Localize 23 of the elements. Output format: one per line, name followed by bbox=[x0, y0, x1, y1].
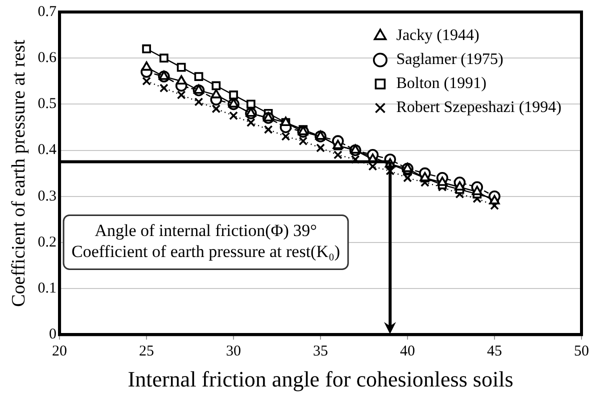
legend-label: Jacky (1944) bbox=[396, 27, 480, 44]
annotation: Coefficient of earth pressure at rest(K₀) bbox=[72, 242, 340, 262]
y-tick-label: 0.4 bbox=[38, 142, 58, 158]
y-tick-label: 0.7 bbox=[38, 4, 58, 20]
legend-label: Saglamer (1975) bbox=[396, 51, 504, 68]
x-tick-label: 25 bbox=[139, 344, 154, 360]
legend-label: Bolton (1991) bbox=[396, 75, 486, 92]
y-tick-label: 0 bbox=[49, 326, 57, 343]
annotation: Angle of internal friction(Φ) 39° bbox=[94, 221, 317, 240]
y-axis-title: Coefficient of earth pressure at rest bbox=[8, 39, 30, 307]
y-tick-label: 0.5 bbox=[38, 96, 57, 112]
legend-label: Robert Szepeshazi (1994) bbox=[396, 99, 562, 116]
y-tick-label: 0.1 bbox=[38, 280, 57, 296]
x-tick-label: 45 bbox=[487, 344, 502, 360]
x-tick-label: 35 bbox=[313, 344, 328, 360]
y-tick-label: 0.3 bbox=[38, 188, 57, 204]
y-tick-label: 0.2 bbox=[38, 234, 57, 250]
x-tick-label: 50 bbox=[574, 344, 589, 360]
y-tick-label: 0.6 bbox=[38, 50, 58, 66]
x-axis-title: Internal friction angle for cohesionless soils bbox=[128, 366, 514, 392]
x-tick-label: 20 bbox=[52, 344, 68, 360]
x-tick-label: 40 bbox=[400, 344, 416, 360]
x-tick-label: 30 bbox=[226, 344, 242, 360]
